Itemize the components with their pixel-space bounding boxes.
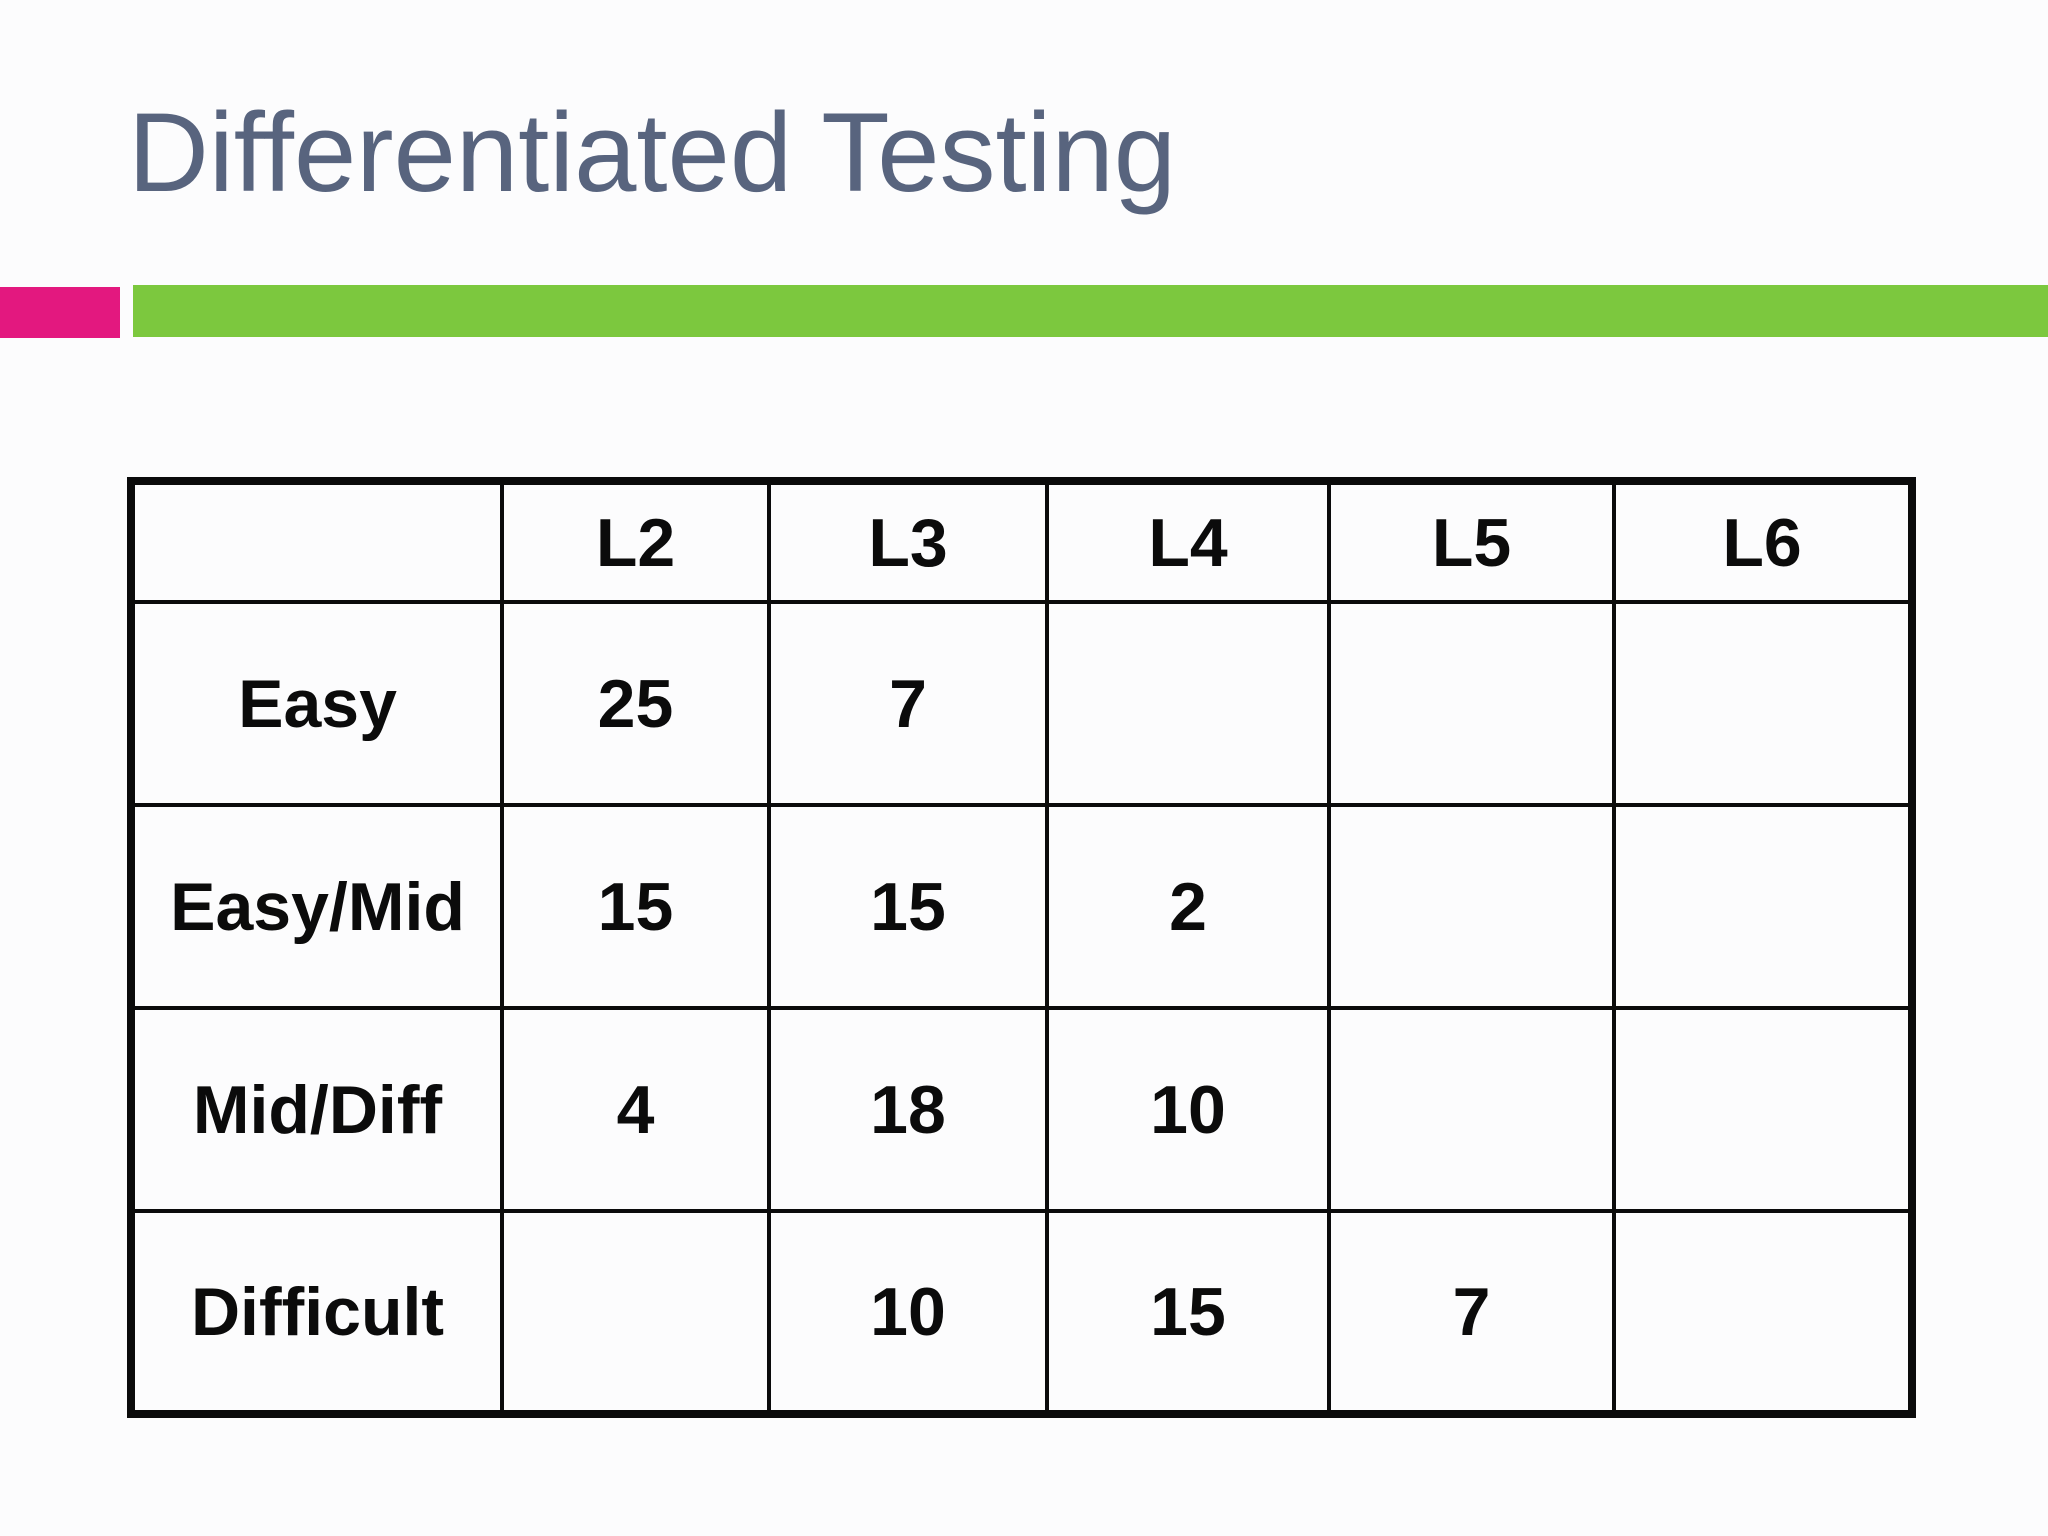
differentiated-testing-table: L2 L3 L4 L5 L6 Easy 25 7 Easy/Mid 15 15 … [127, 477, 1916, 1418]
table-header-row: L2 L3 L4 L5 L6 [129, 479, 1914, 604]
column-header-l6: L6 [1612, 479, 1914, 604]
cell-difficult-l3: 10 [767, 1209, 1049, 1416]
cell-mid-diff-l5 [1327, 1006, 1616, 1213]
table-row-mid-diff: Mid/Diff 4 18 10 [129, 1006, 1914, 1213]
cell-difficult-l4: 15 [1045, 1209, 1331, 1416]
cell-easy-mid-l3: 15 [767, 803, 1049, 1010]
cell-easy-mid-l2: 15 [500, 803, 771, 1010]
row-label-easy-mid: Easy/Mid [129, 803, 504, 1010]
cell-mid-diff-l4: 10 [1045, 1006, 1331, 1213]
column-header-l4: L4 [1045, 479, 1331, 604]
cell-easy-mid-l6 [1612, 803, 1914, 1010]
column-header-l5: L5 [1327, 479, 1616, 604]
cell-easy-l3: 7 [767, 600, 1049, 807]
cell-easy-mid-l4: 2 [1045, 803, 1331, 1010]
cell-difficult-l5: 7 [1327, 1209, 1616, 1416]
cell-mid-diff-l2: 4 [500, 1006, 771, 1213]
cell-difficult-l2 [500, 1209, 771, 1416]
cell-difficult-l6 [1612, 1209, 1914, 1416]
pink-accent-bar [0, 287, 120, 338]
cell-easy-l6 [1612, 600, 1914, 807]
cell-mid-diff-l3: 18 [767, 1006, 1049, 1213]
row-label-difficult: Difficult [129, 1209, 504, 1416]
column-header-l2: L2 [500, 479, 771, 604]
table-row-difficult: Difficult 10 15 7 [129, 1209, 1914, 1416]
table-row-easy: Easy 25 7 [129, 600, 1914, 807]
cell-easy-l5 [1327, 600, 1616, 807]
table-row-easy-mid: Easy/Mid 15 15 2 [129, 803, 1914, 1010]
cell-easy-l4 [1045, 600, 1331, 807]
row-label-mid-diff: Mid/Diff [129, 1006, 504, 1213]
green-accent-bar [133, 285, 2048, 337]
cell-easy-l2: 25 [500, 600, 771, 807]
slide-title: Differentiated Testing [128, 90, 1177, 215]
cell-mid-diff-l6 [1612, 1006, 1914, 1213]
corner-header-cell [129, 479, 504, 604]
row-label-easy: Easy [129, 600, 504, 807]
cell-easy-mid-l5 [1327, 803, 1616, 1010]
column-header-l3: L3 [767, 479, 1049, 604]
